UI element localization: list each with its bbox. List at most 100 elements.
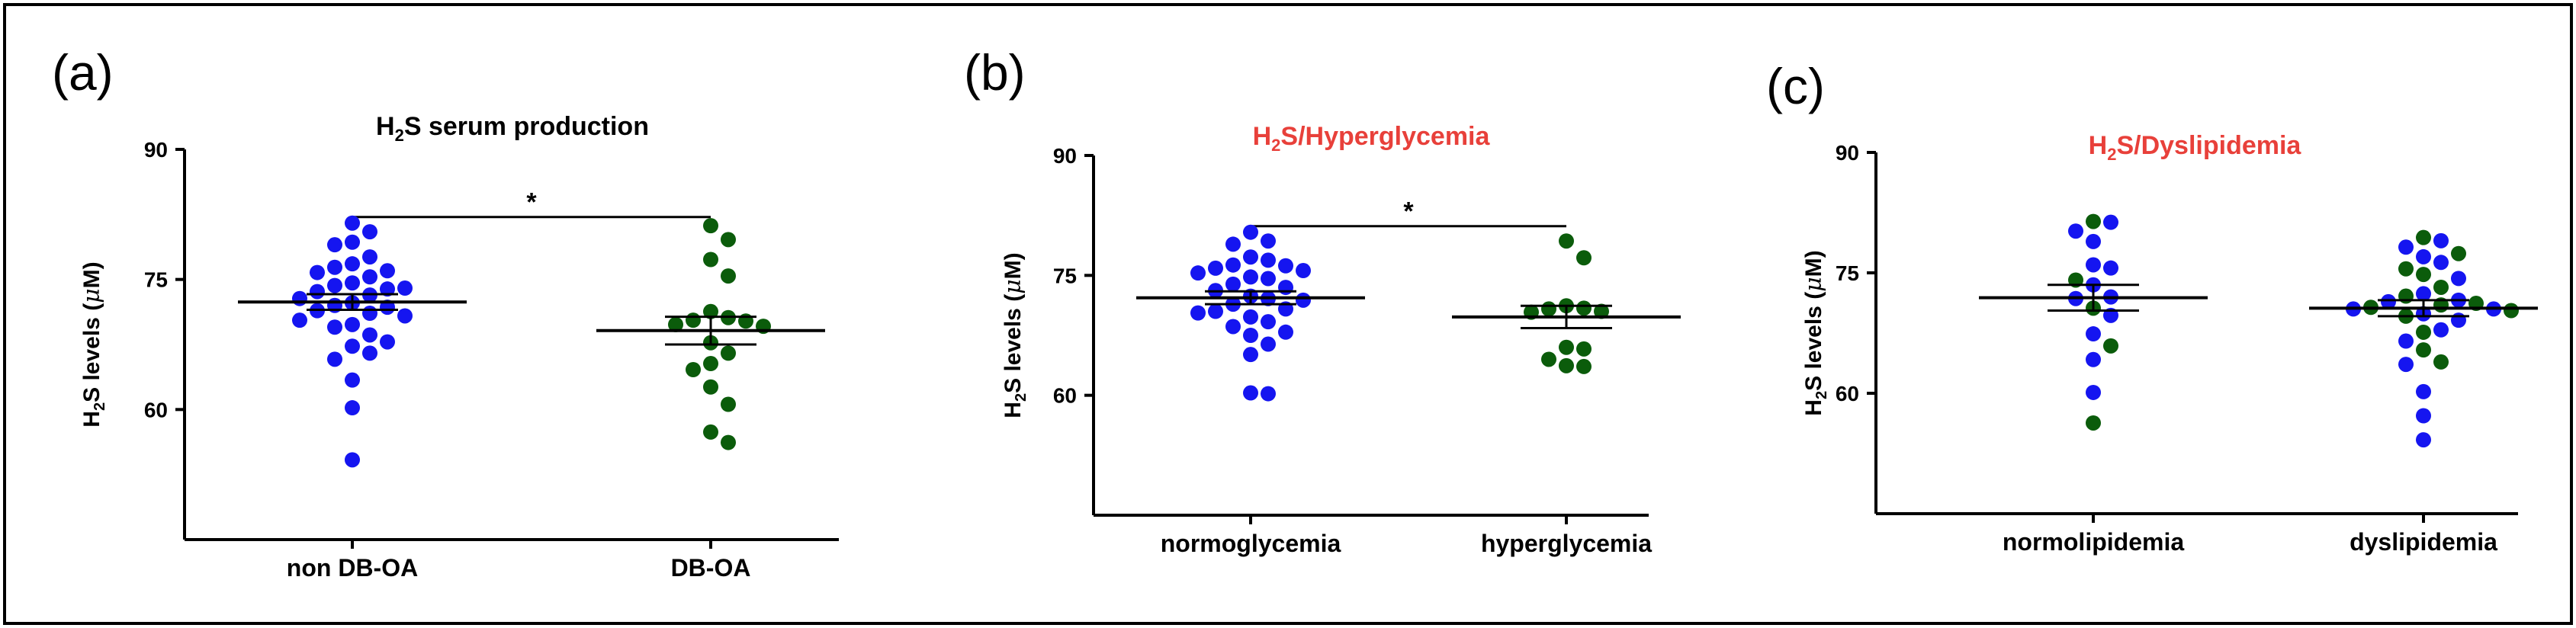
data-point: [345, 338, 360, 354]
chart-title: H2S/Hyperglycemia: [1253, 122, 1491, 155]
data-point: [2416, 267, 2431, 283]
data-point: [1243, 385, 1258, 401]
data-point: [2068, 223, 2083, 239]
data-point: [1541, 301, 1556, 317]
panel-letter: (a): [52, 44, 114, 101]
data-point: [1208, 303, 1223, 319]
data-point: [2398, 333, 2414, 349]
data-point: [2086, 415, 2101, 431]
y-tick-label: 60: [1836, 382, 1859, 405]
data-point: [721, 268, 736, 284]
data-point: [362, 327, 377, 343]
data-point: [686, 312, 701, 328]
data-point: [1261, 252, 1276, 268]
significance-star: *: [1403, 197, 1414, 226]
data-point: [380, 263, 395, 279]
data-point: [2433, 232, 2449, 248]
data-point: [1243, 309, 1258, 325]
data-point: [1243, 347, 1258, 363]
data-point: [2086, 384, 2101, 400]
data-point: [362, 345, 377, 361]
data-point: [703, 424, 718, 440]
y-tick-label: 90: [144, 138, 168, 162]
data-point: [1576, 250, 1592, 266]
x-category-label: DB-OA: [671, 554, 751, 582]
data-point: [327, 319, 342, 335]
data-point: [310, 284, 325, 300]
data-point: [721, 345, 736, 361]
data-point: [2086, 326, 2101, 342]
data-point: [2451, 312, 2466, 328]
data-point: [1190, 305, 1206, 321]
data-point: [380, 334, 395, 350]
data-point: [2416, 408, 2431, 424]
significance-star: *: [526, 188, 537, 217]
y-tick-label: 75: [1836, 261, 1859, 285]
data-point: [362, 269, 377, 285]
data-point: [2103, 214, 2118, 230]
data-point: [721, 434, 736, 450]
data-point: [686, 361, 701, 377]
data-point: [2416, 383, 2431, 399]
data-point: [1559, 233, 1574, 249]
panel-letter: (c): [1766, 58, 1825, 114]
data-point: [327, 277, 342, 293]
data-point: [1594, 303, 1609, 319]
panel-letter: (b): [964, 44, 1026, 101]
data-point: [1261, 386, 1276, 402]
data-point: [1243, 269, 1258, 285]
data-point: [703, 218, 718, 234]
data-point: [2086, 233, 2101, 249]
data-point: [1225, 236, 1241, 252]
data-point: [2398, 239, 2414, 255]
data-point: [1278, 280, 1293, 296]
data-point: [1559, 357, 1574, 373]
data-point: [345, 316, 360, 332]
data-point: [2398, 357, 2414, 373]
y-tick-label: 90: [1053, 144, 1077, 168]
data-point: [1576, 300, 1592, 316]
data-point: [2416, 342, 2431, 358]
data-point: [1296, 292, 1311, 308]
data-point: [362, 249, 377, 265]
data-point: [703, 303, 718, 319]
data-point: [345, 275, 360, 291]
data-point: [1541, 351, 1556, 367]
data-point: [1243, 224, 1258, 240]
data-point: [2381, 293, 2396, 309]
x-category-label: hyperglycemia: [1481, 530, 1652, 557]
data-point: [703, 379, 718, 395]
data-point: [1261, 271, 1276, 287]
data-point: [345, 372, 360, 388]
y-axis-label: H2S levels (μM): [1800, 250, 1830, 415]
y-tick-label: 75: [144, 268, 168, 292]
data-point: [1559, 339, 1574, 355]
data-point: [1225, 319, 1241, 335]
data-point: [2416, 248, 2431, 264]
data-point: [345, 452, 360, 468]
data-point: [1190, 265, 1206, 281]
data-point: [2416, 432, 2431, 448]
data-point: [345, 256, 360, 272]
data-point: [380, 281, 395, 297]
y-tick-label: 75: [1053, 264, 1077, 287]
data-point: [397, 280, 413, 296]
x-category-label: normoglycemia: [1161, 530, 1341, 557]
data-point: [2433, 255, 2449, 271]
data-point: [668, 316, 683, 332]
data-point: [2086, 257, 2101, 273]
data-point: [362, 306, 377, 322]
data-point: [1225, 276, 1241, 292]
data-point: [2451, 271, 2466, 287]
data-point: [1278, 324, 1293, 340]
data-point: [1261, 233, 1276, 249]
data-point: [1243, 328, 1258, 343]
data-point: [292, 290, 307, 306]
data-point: [1278, 258, 1293, 274]
data-point: [2451, 245, 2466, 261]
data-point: [2398, 261, 2414, 277]
data-point: [310, 264, 325, 280]
y-tick-label: 60: [1053, 384, 1077, 408]
data-point: [1576, 358, 1592, 374]
